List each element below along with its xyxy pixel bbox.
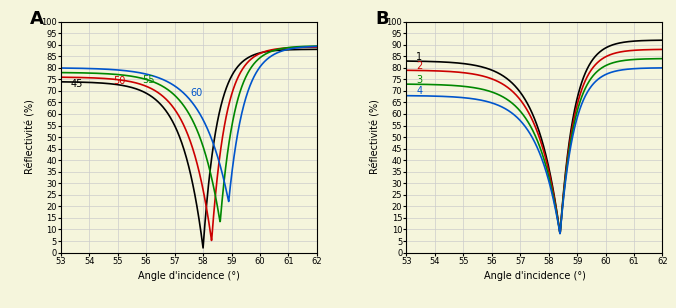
- Text: 60: 60: [190, 88, 203, 98]
- Text: A: A: [30, 10, 44, 28]
- Y-axis label: Réflectivité (%): Réflectivité (%): [26, 99, 35, 175]
- Y-axis label: Réflectivité (%): Réflectivité (%): [371, 99, 381, 175]
- X-axis label: Angle d'incidence (°): Angle d'incidence (°): [138, 271, 240, 281]
- Text: 4: 4: [416, 86, 422, 96]
- Text: 55: 55: [142, 75, 154, 85]
- Text: 1: 1: [416, 52, 422, 62]
- X-axis label: Angle d'incidence (°): Angle d'incidence (°): [483, 271, 585, 281]
- Text: B: B: [376, 10, 389, 28]
- Text: 2: 2: [416, 61, 422, 71]
- Text: 50: 50: [114, 76, 126, 86]
- Text: 45: 45: [71, 79, 83, 89]
- Text: 3: 3: [416, 75, 422, 85]
